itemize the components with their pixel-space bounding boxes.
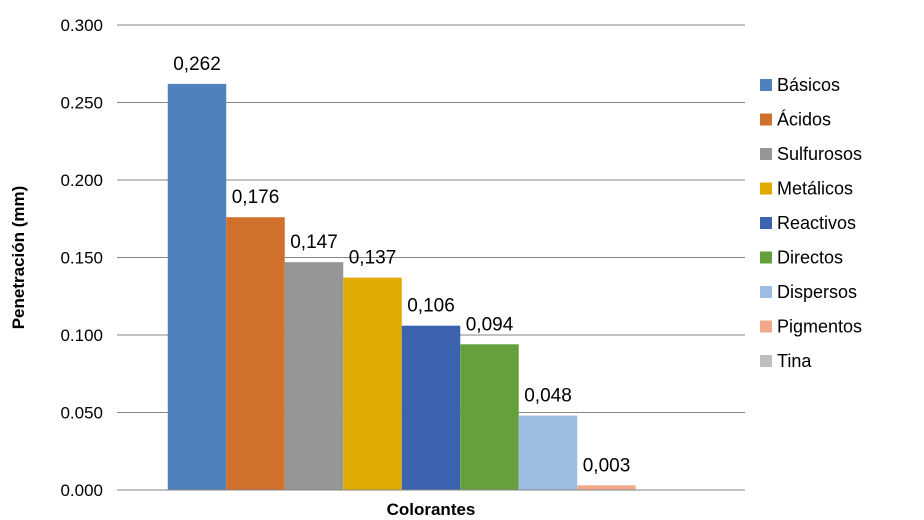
legend-label: Directos (777, 248, 843, 268)
bar-1 (226, 217, 285, 490)
legend-swatch (760, 79, 772, 91)
y-tick-label: 0.150 (60, 249, 103, 268)
y-tick-label: 0.000 (60, 481, 103, 500)
data-label: 0,176 (232, 187, 280, 208)
legend-label: Metálicos (777, 179, 853, 199)
legend: Básicos Ácidos Sulfurosos Metálicos Reactivo… (760, 75, 862, 371)
bar-7 (577, 485, 636, 490)
bar-5 (460, 344, 519, 490)
legend-label: Sulfurosos (777, 144, 862, 164)
legend-swatch (760, 113, 772, 126)
legend-swatch (760, 217, 772, 229)
legend-label: Ácidos (777, 110, 831, 130)
legend-swatch (760, 148, 772, 160)
data-label: 0,262 (173, 54, 221, 75)
legend-swatch (760, 286, 772, 298)
data-label: 0,094 (466, 314, 514, 335)
bars (167, 83, 636, 491)
bar-3 (343, 277, 402, 490)
bar-2 (284, 262, 344, 490)
legend-label: Básicos (777, 75, 840, 95)
legend-label: Tina (777, 351, 812, 371)
data-label: 0,003 (583, 455, 631, 476)
legend-label: Pigmentos (777, 317, 862, 337)
y-tick-label: 0.300 (60, 16, 103, 35)
data-label: 0,147 (290, 232, 338, 253)
y-tick-label: 0.050 (60, 404, 103, 423)
data-labels: 0,262 0,176 0,147 0,137 0,106 0,094 0,048 0,003 (173, 54, 630, 476)
bar-6 (518, 415, 578, 490)
y-tick-label: 0.100 (60, 326, 103, 345)
legend-swatch (760, 251, 772, 264)
y-tick-label: 0.200 (60, 171, 103, 190)
legend-swatch (760, 320, 772, 333)
bar-4 (401, 325, 461, 490)
legend-label: Reactivos (777, 213, 856, 233)
data-label: 0,106 (407, 296, 455, 317)
x-axis-title: Colorantes (387, 500, 476, 519)
y-tick-label: 0.250 (60, 94, 103, 113)
legend-swatch (760, 182, 772, 195)
legend-swatch (760, 355, 772, 367)
y-axis-title: Penetración (mm) (9, 186, 28, 330)
data-label: 0,048 (524, 386, 572, 407)
y-axis-tick-labels: 0.000 0.050 0.100 0.150 0.200 0.250 0.300 (60, 16, 103, 500)
legend-label: Dispersos (777, 282, 857, 302)
data-label: 0,137 (349, 248, 397, 269)
bar-0 (167, 83, 227, 491)
